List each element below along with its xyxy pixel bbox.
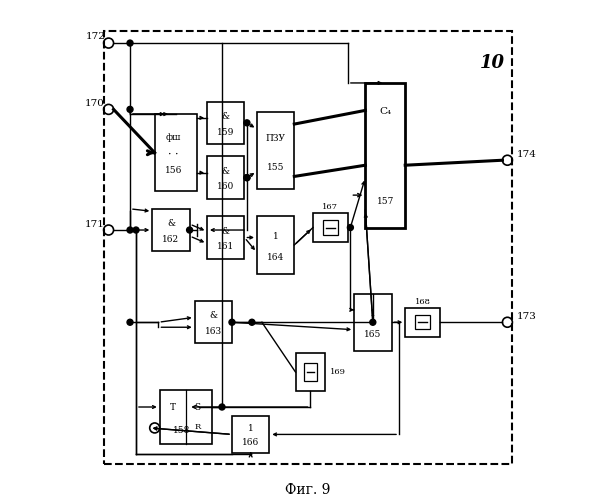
FancyBboxPatch shape — [415, 315, 430, 330]
Text: 1: 1 — [370, 309, 376, 318]
Text: 157: 157 — [376, 197, 394, 206]
Circle shape — [187, 227, 193, 233]
Text: 155: 155 — [267, 163, 285, 172]
FancyBboxPatch shape — [257, 216, 294, 274]
FancyBboxPatch shape — [195, 301, 232, 344]
Text: 170: 170 — [84, 99, 105, 108]
Text: 168: 168 — [415, 298, 431, 306]
FancyBboxPatch shape — [296, 354, 325, 391]
Circle shape — [127, 40, 133, 46]
Text: 164: 164 — [267, 253, 284, 262]
Text: 163: 163 — [205, 327, 222, 336]
Text: фш: фш — [166, 134, 181, 142]
Text: 165: 165 — [364, 330, 381, 340]
Text: 1: 1 — [273, 232, 278, 241]
FancyBboxPatch shape — [313, 213, 348, 242]
FancyBboxPatch shape — [323, 220, 338, 235]
FancyBboxPatch shape — [207, 216, 245, 258]
Text: 172: 172 — [86, 32, 106, 41]
Text: 156: 156 — [164, 166, 182, 174]
Text: 1: 1 — [248, 424, 254, 434]
FancyBboxPatch shape — [405, 308, 440, 336]
Text: T: T — [170, 402, 176, 411]
FancyBboxPatch shape — [304, 363, 317, 382]
FancyBboxPatch shape — [152, 209, 190, 251]
Text: 10: 10 — [480, 54, 505, 72]
FancyBboxPatch shape — [207, 102, 245, 144]
Text: 161: 161 — [217, 242, 234, 252]
Circle shape — [370, 320, 376, 325]
Circle shape — [127, 320, 133, 325]
Circle shape — [347, 224, 354, 230]
Text: 171: 171 — [84, 220, 105, 228]
Text: 169: 169 — [330, 368, 346, 376]
FancyBboxPatch shape — [354, 294, 392, 351]
Circle shape — [244, 120, 250, 126]
Text: Фиг. 9: Фиг. 9 — [285, 484, 331, 498]
Circle shape — [219, 404, 225, 410]
Text: C₄: C₄ — [379, 108, 391, 116]
Circle shape — [133, 227, 139, 233]
Text: 158: 158 — [173, 426, 190, 435]
Circle shape — [127, 227, 133, 233]
FancyBboxPatch shape — [207, 156, 245, 199]
Text: 160: 160 — [217, 182, 234, 192]
Text: ПЗУ: ПЗУ — [265, 134, 286, 143]
FancyBboxPatch shape — [160, 390, 212, 444]
Circle shape — [244, 174, 250, 180]
FancyBboxPatch shape — [155, 114, 197, 192]
Text: · ·: · · — [168, 150, 179, 160]
Circle shape — [127, 106, 133, 112]
Text: &: & — [167, 219, 175, 228]
Text: 166: 166 — [242, 438, 259, 447]
Circle shape — [249, 320, 255, 325]
Text: &: & — [222, 167, 230, 176]
Text: R: R — [194, 423, 200, 431]
Text: 162: 162 — [163, 235, 179, 244]
Text: &: & — [222, 112, 230, 121]
FancyBboxPatch shape — [257, 112, 294, 189]
Circle shape — [229, 320, 235, 325]
FancyBboxPatch shape — [365, 83, 405, 228]
Text: 159: 159 — [217, 128, 235, 136]
Circle shape — [244, 174, 250, 180]
Text: &: & — [209, 312, 217, 320]
Text: &: & — [222, 226, 230, 235]
Text: 174: 174 — [516, 150, 537, 158]
Text: S: S — [194, 402, 200, 411]
Text: 173: 173 — [516, 312, 537, 321]
FancyBboxPatch shape — [232, 416, 269, 453]
Text: 167: 167 — [322, 204, 338, 212]
